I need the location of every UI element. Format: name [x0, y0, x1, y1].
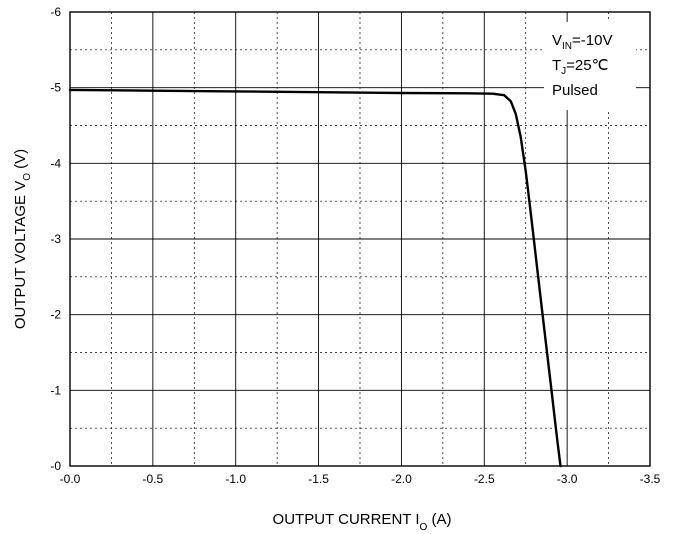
y-tick-label: -0 [50, 459, 61, 473]
x-tick-label: -0.5 [143, 472, 164, 486]
axis-labels: OUTPUT CURRENT IO (A) OUTPUT VOLTAGE VO (… [12, 149, 451, 533]
condition-annotations: VIN=-10V TJ=25℃ Pulsed [544, 22, 636, 110]
curve-layer [68, 88, 562, 468]
y-tick-label: -5 [50, 81, 61, 95]
tick-labels: -0.0 -0.5 -1.0 -1.5 -2.0 -2.5 -3.0 -3.5 -0 -1 -2 -3… [50, 5, 660, 486]
plot-frame [69, 11, 651, 467]
x-tick-label: -1.0 [225, 472, 246, 486]
series-line [68, 88, 562, 468]
x-tick-label: -1.5 [308, 472, 329, 486]
x-tick-label: -3.0 [557, 472, 578, 486]
annotation-line: TJ=25℃ [552, 57, 608, 77]
x-tick-label: -2.5 [474, 472, 495, 486]
y-axis-label: OUTPUT VOLTAGE VO (V) [12, 149, 33, 329]
x-axis-label: OUTPUT CURRENT IO (A) [273, 511, 452, 533]
x-tick-label: -2.0 [391, 472, 412, 486]
annotation-line: Pulsed [552, 82, 598, 99]
annotation-line: VIN=-10V [552, 32, 612, 52]
x-tick-label: -3.5 [640, 472, 661, 486]
annotation-background [544, 22, 636, 110]
x-tick-label: -0.0 [60, 472, 81, 486]
y-tick-label: -6 [50, 5, 61, 19]
y-tick-label: -1 [50, 383, 61, 397]
y-tick-label: -4 [50, 156, 61, 170]
y-tick-label: -3 [50, 232, 61, 246]
y-tick-label: -2 [50, 308, 61, 322]
